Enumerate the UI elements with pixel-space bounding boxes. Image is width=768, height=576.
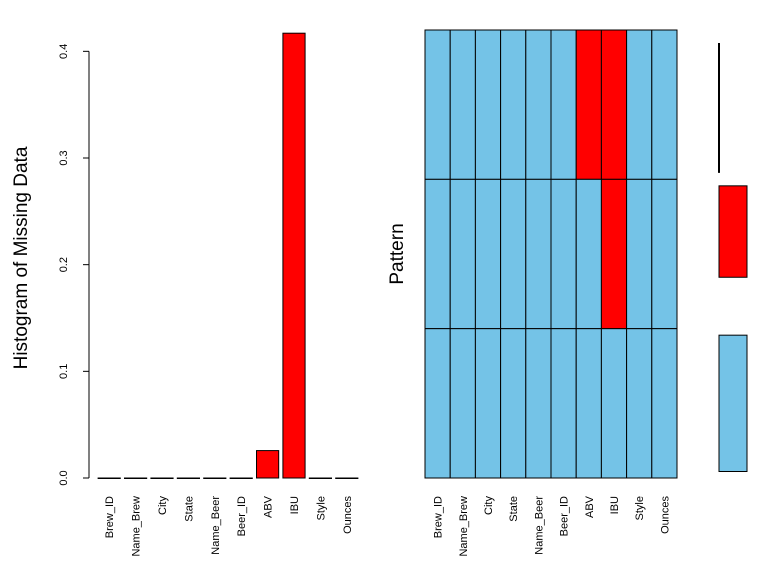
pattern-cell-abv-row-3 (575, 328, 602, 479)
pattern-cell-style-row-1 (626, 29, 653, 180)
pattern-panel: Brew_ID Name_Brew City State Name_Beer Beer_I… (387, 29, 748, 557)
bar-style (308, 477, 332, 479)
category-label: State (183, 496, 195, 522)
pattern-cell-city-row-2 (474, 178, 502, 330)
pattern-cell-ounces-row-2 (651, 178, 678, 330)
pattern-column-label: ABV (584, 495, 596, 518)
y-tick-label: 0.2 (58, 257, 70, 272)
y-tick-label: 0.3 (58, 150, 70, 165)
y-tick-label: 0.1 (58, 364, 70, 379)
pattern-cell-ibu-row-3 (600, 328, 628, 479)
pattern-cell-beer-id-row-3 (550, 328, 577, 479)
pattern-grid (424, 29, 678, 479)
category-label: Brew_ID (104, 496, 116, 538)
pattern-cell-ibu-row-2 (600, 178, 628, 330)
category-label: Name_Brew (131, 496, 143, 557)
pattern-proportion-bars (718, 43, 748, 472)
category-label: ABV (263, 495, 275, 518)
pattern-proportion-bar-row-2 (718, 185, 748, 278)
bar-beer-id (229, 477, 253, 479)
pattern-cell-state-row-1 (500, 29, 527, 180)
bar-ounces (335, 477, 359, 479)
pattern-cell-ounces-row-1 (651, 29, 678, 180)
pattern-proportion-bar-row-3 (718, 334, 748, 472)
y-tick-label: 0.0 (58, 470, 70, 485)
pattern-cell-name-beer-row-1 (525, 29, 552, 180)
bar-city (150, 477, 174, 479)
pattern-column-label: Beer_ID (559, 496, 571, 536)
histogram-y-axis: 0.0 0.1 0.2 0.3 0.4 (58, 44, 90, 486)
pattern-column-label: Style (634, 496, 646, 520)
pattern-column-label: State (508, 496, 520, 522)
pattern-column-label: IBU (609, 496, 621, 514)
pattern-cell-abv-row-1 (575, 29, 602, 180)
pattern-cell-beer-id-row-2 (550, 178, 577, 330)
bar-name-beer (203, 477, 227, 479)
bar-abv (256, 450, 280, 479)
pattern-cell-abv-row-2 (575, 178, 602, 330)
category-label: Ounces (342, 496, 354, 534)
pattern-column-label: City (483, 496, 495, 515)
pattern-cell-ounces-row-3 (651, 328, 678, 479)
pattern-cell-name-brew-row-2 (449, 178, 476, 330)
bar-ibu (282, 32, 306, 479)
pattern-cell-state-row-2 (500, 178, 527, 330)
category-label: City (157, 496, 169, 515)
pattern-cell-name-beer-row-3 (525, 328, 552, 479)
bar-state (176, 477, 200, 479)
pattern-cell-brew-id-row-1 (424, 29, 451, 180)
pattern-y-axis-title: Pattern (387, 223, 408, 284)
pattern-cell-beer-id-row-1 (550, 29, 577, 180)
category-label: Beer_ID (236, 496, 248, 536)
pattern-cell-name-brew-row-1 (449, 29, 476, 180)
pattern-cell-ibu-row-1 (600, 29, 628, 180)
histogram-category-labels: Brew_ID Name_Brew City State Name_Beer Beer_I… (104, 495, 354, 556)
pattern-cell-style-row-3 (626, 328, 653, 479)
pattern-column-label: Name_Brew (458, 496, 470, 557)
pattern-column-label: Name_Beer (533, 496, 545, 555)
pattern-cell-style-row-2 (626, 178, 653, 330)
y-tick-label: 0.4 (58, 44, 70, 59)
pattern-cell-city-row-3 (474, 328, 502, 479)
category-label: Style (315, 496, 327, 520)
pattern-cell-brew-id-row-2 (424, 178, 451, 330)
category-label: Name_Beer (210, 496, 222, 555)
pattern-column-labels: Brew_ID Name_Brew City State Name_Beer Beer_I… (433, 495, 672, 556)
histogram-bars (97, 32, 359, 479)
category-label: IBU (289, 496, 301, 514)
bar-brew-id (97, 477, 121, 479)
pattern-cell-city-row-1 (474, 29, 502, 180)
bar-name-brew (124, 477, 148, 479)
pattern-cell-name-beer-row-2 (525, 178, 552, 330)
pattern-cell-brew-id-row-3 (424, 328, 451, 479)
histogram-y-axis-title: Histogram of Missing Data (11, 146, 32, 369)
histogram-panel: 0.0 0.1 0.2 0.3 0.4 Brew_ID Name_Brew City Stat… (11, 32, 359, 557)
pattern-cell-name-brew-row-3 (449, 328, 476, 479)
pattern-column-label: Brew_ID (433, 496, 445, 538)
pattern-cell-state-row-3 (500, 328, 527, 479)
pattern-column-label: Ounces (659, 496, 671, 534)
